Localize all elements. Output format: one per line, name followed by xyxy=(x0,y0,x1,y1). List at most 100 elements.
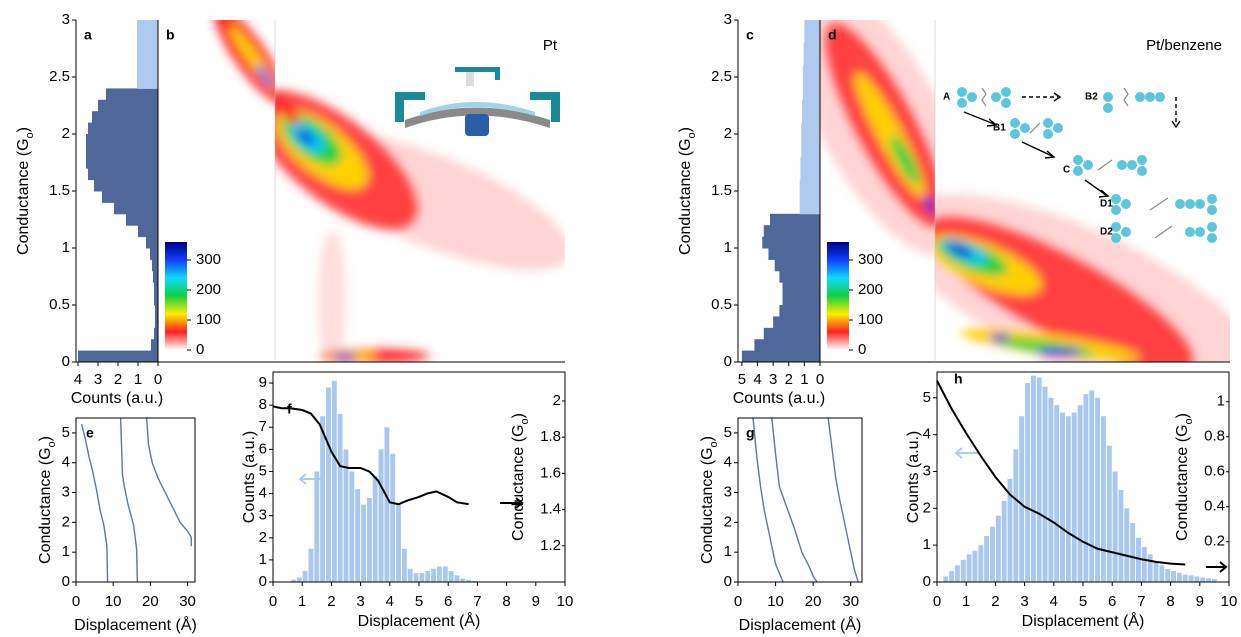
panel-title: Pt xyxy=(543,37,558,54)
bar xyxy=(466,579,472,582)
bar xyxy=(349,471,355,582)
y-tick-label: 7 xyxy=(259,418,267,435)
density-blob xyxy=(297,129,315,145)
bar xyxy=(1112,471,1118,582)
molecule xyxy=(957,98,967,108)
density-blob xyxy=(275,90,300,126)
bar xyxy=(154,293,158,306)
bar xyxy=(150,248,158,260)
bar xyxy=(146,236,158,249)
y-tick-label: 5 xyxy=(259,462,267,479)
bar xyxy=(1065,416,1071,582)
bar xyxy=(779,270,820,283)
bar xyxy=(1206,578,1212,582)
axis-title-part: Conductance (G xyxy=(37,447,54,564)
y-tick-label: 0 xyxy=(724,573,732,590)
x-tick-label: 1 xyxy=(962,593,970,610)
x-tick-label: 7 xyxy=(473,593,481,610)
bar xyxy=(78,350,158,363)
arrow xyxy=(1084,179,1107,196)
y-tick-label: 3 xyxy=(923,462,931,479)
molecule xyxy=(1001,98,1011,108)
y-tick-label: 4 xyxy=(724,454,732,471)
x-tick-label: 1 xyxy=(800,371,808,388)
bar xyxy=(802,88,820,101)
bar xyxy=(337,414,343,582)
scheme-label: A xyxy=(943,92,950,103)
molecule xyxy=(1111,233,1121,243)
bar xyxy=(431,568,437,582)
bar xyxy=(1077,405,1083,582)
bar xyxy=(302,570,308,582)
bar xyxy=(1124,508,1130,582)
bar xyxy=(137,65,158,78)
x-tick-label: 2 xyxy=(991,593,999,610)
bar xyxy=(155,316,158,329)
density-blob xyxy=(275,90,565,270)
density-blob xyxy=(924,195,935,215)
bar xyxy=(320,416,326,582)
molecule xyxy=(1111,194,1121,204)
axis-title: Conductance (Go) xyxy=(677,127,698,255)
x-tick-label: 2 xyxy=(114,371,122,388)
x-tick-label: 0 xyxy=(734,593,742,610)
density-map xyxy=(214,20,275,104)
molecule xyxy=(1053,123,1063,133)
colorbar-tick-label: 200 xyxy=(196,281,221,298)
y-tick-label: 2 xyxy=(259,529,267,546)
y-tick-label: 3 xyxy=(724,11,732,28)
setup-cartoon xyxy=(395,67,560,136)
bar xyxy=(102,191,158,203)
y-tick-label: 1 xyxy=(259,551,267,568)
x-tick-label: 3 xyxy=(94,371,102,388)
molecule xyxy=(1103,103,1113,113)
arrow xyxy=(1171,120,1181,129)
y-tick-label: 0.4 xyxy=(1204,498,1225,515)
molecule xyxy=(1195,199,1205,209)
y-tick-label: 0.6 xyxy=(1204,463,1225,480)
bar xyxy=(799,179,820,192)
density-blob xyxy=(256,64,274,88)
bond xyxy=(981,87,987,107)
bar xyxy=(153,270,158,283)
bar xyxy=(1089,390,1095,582)
molecule xyxy=(1195,227,1205,237)
bond-marks xyxy=(981,87,1173,239)
bar xyxy=(88,168,158,181)
bar xyxy=(155,305,158,317)
colorbar-tick-label: 100 xyxy=(858,311,883,328)
bar xyxy=(384,427,390,582)
scheme-arrows xyxy=(963,92,1181,198)
axis-title-part: ) xyxy=(1174,413,1191,418)
panel-title: Pt/benzene xyxy=(1146,37,1222,54)
bar xyxy=(460,578,466,582)
molecule xyxy=(1020,123,1030,133)
bar xyxy=(296,577,302,582)
x-tick-label: 4 xyxy=(1050,593,1058,610)
bar xyxy=(137,42,158,55)
axis-title-part: Conductance (G xyxy=(699,447,716,564)
bar xyxy=(1153,561,1159,582)
y-tick-label: 2 xyxy=(553,392,561,409)
y-tick-label: 0 xyxy=(62,353,70,370)
arrow xyxy=(1098,189,1110,198)
left-axis-arrow xyxy=(954,447,978,459)
axis-title-part: o xyxy=(24,132,36,138)
trace xyxy=(119,417,139,583)
density-map xyxy=(275,90,565,270)
bar xyxy=(390,453,396,582)
bar xyxy=(1188,575,1194,582)
y-tick-label: 2 xyxy=(923,499,931,516)
density-map xyxy=(820,20,935,256)
pusher xyxy=(465,114,489,136)
axis-title: Conductance (Go) xyxy=(37,436,58,564)
y-tick-label: 5 xyxy=(62,424,70,441)
colorbar-tick-label: 0 xyxy=(196,341,204,358)
colorbar xyxy=(827,242,849,350)
bar xyxy=(1194,576,1200,582)
x-tick-label: 20 xyxy=(142,593,159,610)
y-tick-label: 3 xyxy=(259,507,267,524)
bar xyxy=(138,225,158,238)
bar xyxy=(984,535,990,582)
scheme-label: D2 xyxy=(1100,227,1113,238)
